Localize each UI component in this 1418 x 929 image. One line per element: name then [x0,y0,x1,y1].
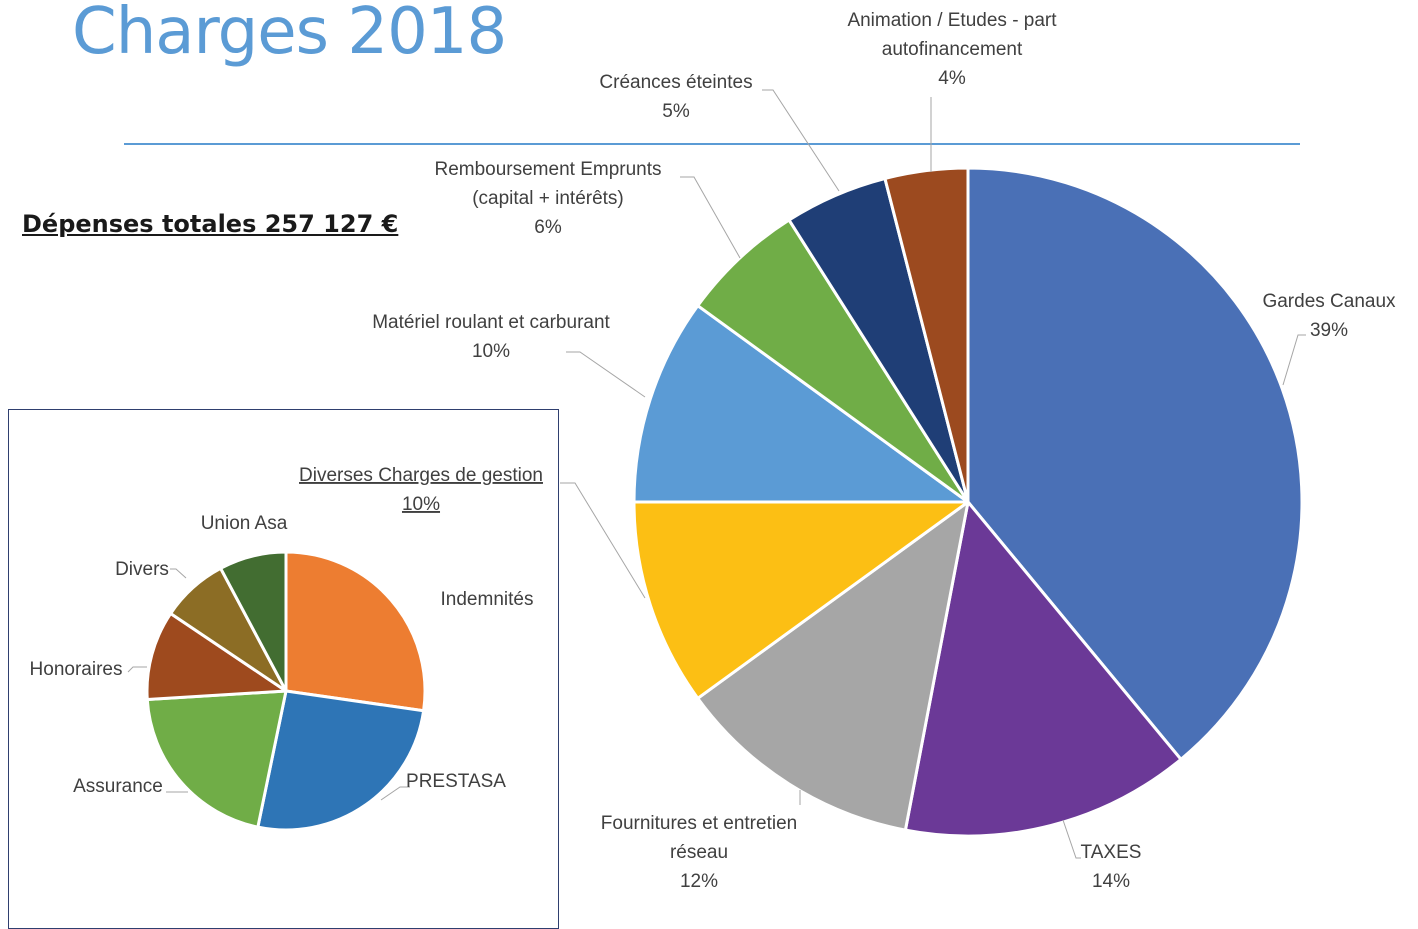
inset-pie-chart [145,550,427,832]
main-slice-animation-etudes-part-autofinancement [883,166,970,504]
inset-leader-honoraires [127,666,147,673]
main-label-gardes-canaux: Gardes Canaux 39% [1262,291,1396,341]
inset-slice-indemnites [284,550,427,713]
main-label-remboursement-emprunts-capital-interets: Remboursement Emprunts (capital + intérêt… [434,159,661,238]
inset-label-honoraires: Honoraires [30,659,123,680]
main-pie-chart [632,166,1304,838]
inset-slice-assurance [145,689,288,829]
inset-label-prestasa: PRESTASA [406,771,506,792]
main-value-taxes: 14% [1092,871,1130,892]
main-leader-diverses-charges-de-gestion [560,482,646,599]
main-value-diverses-charges-de-gestion: 10% [402,494,440,515]
main-label-diverses-charges-de-gestion: Diverses Charges de gestion 10% [299,465,543,515]
inset-leader-divers [170,568,187,579]
inset-label-indemnites: Indemnités [441,589,534,610]
main-slice-taxes [903,500,1183,838]
total-expenses-label: Dépenses totales 257 127 € [22,210,399,238]
inset-slice-prestasa [256,689,426,832]
main-leader-materiel-roulant-et-carburant [566,351,646,398]
inset-leader-prestasa [380,786,410,801]
inset-label-divers: Divers [115,559,169,580]
main-slice-remboursement-emprunts-capital-interets [696,218,970,504]
inset-label-union-asa: Union Asa [201,513,288,534]
main-value-animation-etudes-part-autofinancement: 4% [938,68,966,89]
main-label-creances-eteintes: Créances éteintes 5% [599,72,752,122]
main-leader-creances-eteintes [762,89,840,192]
main-label-fournitures-et-entretien-reseau: Fournitures et entretien réseau 12% [601,813,797,892]
main-pie-labels: Gardes Canaux 39% TAXES 14% Fournitures et e… [299,10,1396,892]
main-label-materiel-roulant-et-carburant: Matériel roulant et carburant 10% [372,312,610,362]
main-leader-gardes-canaux [1282,334,1306,386]
main-label-animation-etudes-part-autofinancement: Animation / Etudes - part autofinancement… [847,10,1057,89]
title-divider [124,143,1300,145]
inset-slice-honoraires [145,611,288,701]
page-title: Charges 2018 [72,0,507,69]
main-slice-materiel-roulant-et-carburant [632,304,970,504]
main-value-fournitures-et-entretien-reseau: 12% [680,871,718,892]
main-label-taxes: TAXES 14% [1081,842,1142,892]
main-slice-fournitures-et-entretien-reseau [696,500,970,832]
inset-label-assurance: Assurance [73,776,163,797]
inset-slice-union-asa [219,550,288,693]
main-leader-remboursement-emprunts-capital-interets [680,176,741,259]
main-slice-gardes-canaux [966,166,1304,761]
inset-pie-labels: Indemnités PRESTASA Assurance Honoraires Div… [30,513,534,801]
main-leader-taxes [1062,819,1081,859]
main-value-materiel-roulant-et-carburant: 10% [472,341,510,362]
main-slice-diverses-charges-de-gestion [632,500,970,700]
main-value-creances-eteintes: 5% [662,101,690,122]
main-value-gardes-canaux: 39% [1310,320,1348,341]
main-value-remboursement-emprunts-capital-interets: 6% [534,217,562,238]
